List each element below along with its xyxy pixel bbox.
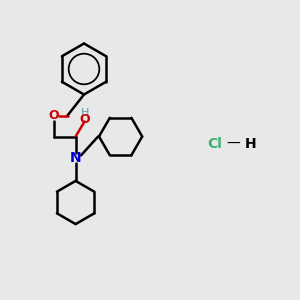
Text: H: H (245, 137, 256, 151)
Text: Cl: Cl (207, 137, 222, 151)
Text: O: O (49, 109, 59, 122)
Text: H: H (80, 108, 89, 118)
Text: —: — (226, 137, 240, 151)
Text: N: N (70, 151, 81, 164)
Text: O: O (79, 113, 90, 126)
